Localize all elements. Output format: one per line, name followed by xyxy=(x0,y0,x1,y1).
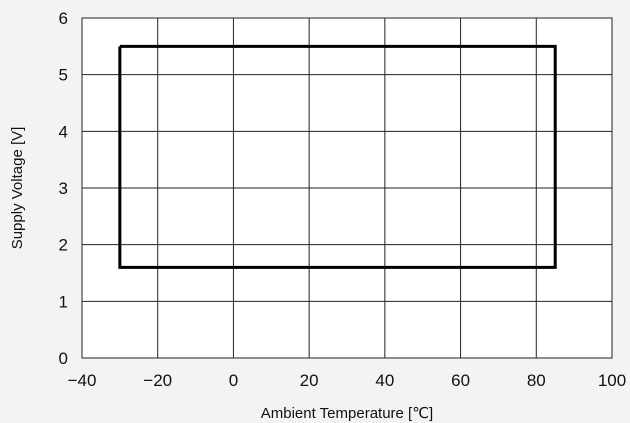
y-tick-labels: 0 1 2 3 4 5 6 xyxy=(59,9,68,368)
operating-range-line xyxy=(118,44,557,269)
x-tick-label: 80 xyxy=(527,371,546,390)
y-tick-label: 1 xyxy=(59,292,68,311)
y-axis-title: Supply Voltage [V] xyxy=(9,127,26,250)
y-tick-label: 5 xyxy=(59,66,68,85)
series-layer xyxy=(118,44,557,269)
x-tick-label: 100 xyxy=(598,371,626,390)
x-tick-labels: −40 −20 0 20 40 60 80 100 xyxy=(68,371,627,390)
x-tick-label: 40 xyxy=(375,371,394,390)
plot-frame xyxy=(81,17,613,359)
x-tick-label: −40 xyxy=(68,371,97,390)
y-tick-label: 4 xyxy=(59,122,68,141)
x-tick-label: 60 xyxy=(451,371,470,390)
y-tick-label: 2 xyxy=(59,236,68,255)
y-tick-label: 3 xyxy=(59,179,68,198)
x-tick-label: −20 xyxy=(143,371,172,390)
x-axis-title: Ambient Temperature [℃] xyxy=(261,405,433,422)
x-tick-label: 0 xyxy=(229,371,238,390)
y-tick-label: 6 xyxy=(59,9,68,28)
grid-lines xyxy=(82,18,612,358)
y-tick-label: 0 xyxy=(59,349,68,368)
x-tick-label: 20 xyxy=(300,371,319,390)
